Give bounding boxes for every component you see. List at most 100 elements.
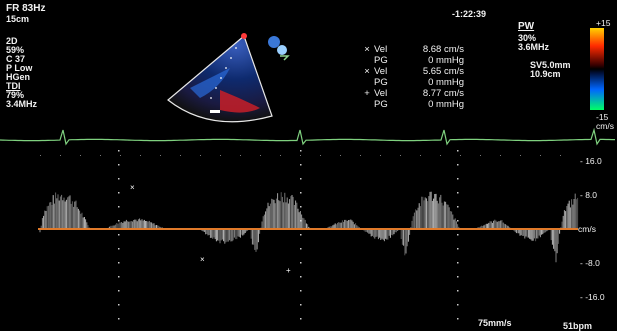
grid-dot	[118, 248, 120, 250]
grid-dot	[420, 155, 421, 156]
grid-dot	[118, 192, 120, 194]
measurement-pg-row: PG 0 mmHg	[360, 77, 464, 88]
clock-time: -1:22:39	[452, 9, 487, 19]
pg-value: 0 mmHg	[428, 99, 464, 110]
grid-dot	[300, 206, 302, 208]
grid-dot	[540, 155, 541, 156]
grid-dot	[457, 304, 459, 306]
velocity-tick-label: - 8.0	[580, 190, 598, 200]
velocity-tick-label: - 16.0	[580, 156, 602, 166]
grid-dot	[140, 155, 141, 156]
grid-dot	[457, 234, 459, 236]
grid-dot	[520, 155, 521, 156]
measurement-marker: ×	[364, 44, 370, 55]
grid-dot	[457, 220, 459, 222]
grid-dot	[280, 155, 281, 156]
grid-dot	[300, 290, 302, 292]
grid-dot	[40, 155, 41, 156]
velocity-tick-label: cm/s	[578, 224, 596, 234]
grid-dot	[457, 248, 459, 250]
measurement-vel-row: × Vel 8.68 cm/s	[360, 44, 464, 55]
pg-label: PG	[374, 99, 388, 110]
grid-dot	[300, 178, 302, 180]
param-5: TDI	[6, 81, 21, 91]
measurement-value: 5.65 cm/s	[422, 66, 464, 77]
grid-dot	[300, 318, 302, 320]
grid-dot	[118, 276, 120, 278]
measurement-pg-row: PG 0 mmHg	[360, 55, 464, 66]
grid-dot	[118, 178, 120, 180]
grid-dot	[560, 155, 561, 156]
grid-dot	[200, 155, 201, 156]
grid-dot	[118, 262, 120, 264]
grid-dot	[160, 155, 161, 156]
grid-dot	[360, 155, 361, 156]
pw-param-0: 30%	[518, 33, 537, 43]
cursor-marker: +	[286, 266, 291, 275]
measurement-marker: +	[364, 88, 370, 99]
grid-dot	[440, 155, 441, 156]
grid-dot	[300, 155, 301, 156]
grid-dot	[380, 155, 381, 156]
grid-dot	[118, 206, 120, 208]
grid-dot	[400, 155, 401, 156]
grid-dot	[500, 155, 501, 156]
velocity-measurements: × Vel 8.68 cm/s PG 0 mmHg × Vel 5.65 cm/s PG 0 mm…	[360, 44, 464, 110]
grid-dot	[457, 318, 459, 320]
sector-red-flow	[220, 90, 260, 113]
measurement-label: Vel	[374, 88, 388, 99]
grid-dot	[457, 192, 459, 194]
grid-dot	[260, 155, 261, 156]
grid-dot	[457, 150, 459, 152]
frame-rate: FR 83Hz	[6, 3, 46, 14]
grid-dot	[80, 155, 81, 156]
grid-dot	[340, 155, 341, 156]
cursor-marker: ×	[130, 183, 135, 192]
pw-param-1: 3.6MHz	[518, 42, 550, 52]
grid-dot	[457, 262, 459, 264]
grid-dot	[480, 155, 481, 156]
grid-dot	[457, 290, 459, 292]
velocity-tick-label: - -16.0	[580, 292, 605, 302]
param-0: 2D	[6, 36, 18, 46]
echo-sector-image	[167, 33, 273, 123]
grid-dot	[300, 192, 302, 194]
heart-rate: 51bpm	[563, 321, 593, 331]
grid-dot	[300, 304, 302, 306]
param-7: 3.4MHz	[6, 99, 38, 109]
grid-dot	[300, 150, 302, 152]
mode-label: PW	[518, 21, 535, 32]
pg-value: 0 mmHg	[428, 55, 464, 66]
grid-dot	[460, 155, 461, 156]
param-4: HGen	[6, 72, 31, 82]
grid-dot	[300, 164, 302, 166]
depth-label: 15cm	[6, 14, 30, 24]
grid-dot	[120, 155, 121, 156]
measurement-pg-row: PG 0 mmHg	[360, 99, 464, 110]
pw-param-3: 10.9cm	[530, 69, 561, 79]
scan-line-dots	[210, 47, 237, 99]
ecg-trace	[0, 127, 615, 146]
pg-label: PG	[374, 77, 388, 88]
grid-dot	[118, 164, 120, 166]
grid-dot	[300, 262, 302, 264]
sample-volume-gate	[210, 110, 220, 113]
pw-param-2: SV5.0mm	[530, 60, 571, 70]
grid-dot	[118, 304, 120, 306]
param-3: P Low	[6, 63, 33, 73]
measurement-vel-row: × Vel 5.65 cm/s	[360, 66, 464, 77]
pg-label: PG	[374, 55, 388, 66]
grid-dot	[118, 220, 120, 222]
grid-dot	[300, 276, 302, 278]
grid-dot	[60, 155, 61, 156]
velocity-tick-label: - -8.0	[580, 258, 600, 268]
cursor-marker: ×	[200, 255, 205, 264]
color-velocity-scale	[590, 28, 604, 110]
sector-blue-flow	[190, 68, 230, 98]
measurement-marker: ×	[364, 66, 370, 77]
grid-dot	[118, 234, 120, 236]
sweep-speed: 75mm/s	[478, 318, 512, 328]
orientation-icon	[268, 36, 290, 61]
measurement-label: Vel	[374, 66, 388, 77]
